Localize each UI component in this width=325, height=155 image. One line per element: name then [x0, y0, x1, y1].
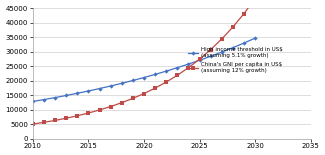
China's GNI per capita in US$
(assuming 12% growth)	[220, 38, 224, 40]
China's GNI per capita in US$
(assuming 12% growth)	[187, 67, 190, 69]
High income threshold in US$
(assuming 5.1% growth)	[231, 47, 235, 49]
High income threshold in US$
(assuming 5.1% growth)	[220, 51, 224, 53]
High income threshold in US$
(assuming 5.1% growth)	[53, 97, 57, 98]
High income threshold in US$
(assuming 5.1% growth)	[187, 63, 190, 65]
China's GNI per capita in US$
(assuming 12% growth)	[86, 112, 90, 114]
High income threshold in US$
(assuming 5.1% growth)	[198, 59, 202, 61]
High income threshold in US$
(assuming 5.1% growth)	[164, 70, 168, 72]
China's GNI per capita in US$
(assuming 12% growth)	[242, 13, 246, 15]
China's GNI per capita in US$
(assuming 12% growth)	[164, 81, 168, 83]
China's GNI per capita in US$
(assuming 12% growth)	[31, 123, 35, 125]
China's GNI per capita in US$
(assuming 12% growth)	[231, 26, 235, 28]
High income threshold in US$
(assuming 5.1% growth)	[120, 82, 124, 84]
High income threshold in US$
(assuming 5.1% growth)	[209, 55, 213, 57]
China's GNI per capita in US$
(assuming 12% growth)	[64, 117, 68, 119]
Line: High income threshold in US$
(assuming 5.1% growth): High income threshold in US$ (assuming 5…	[32, 37, 256, 103]
China's GNI per capita in US$
(assuming 12% growth)	[120, 102, 124, 104]
China's GNI per capita in US$
(assuming 12% growth)	[109, 106, 112, 107]
China's GNI per capita in US$
(assuming 12% growth)	[75, 115, 79, 117]
China's GNI per capita in US$
(assuming 12% growth)	[42, 121, 46, 123]
China's GNI per capita in US$
(assuming 12% growth)	[209, 49, 213, 51]
High income threshold in US$
(assuming 5.1% growth)	[42, 99, 46, 100]
Legend: High income threshold in US$
(assuming 5.1% growth), China's GNI per capita in U: High income threshold in US$ (assuming 5…	[188, 47, 282, 73]
High income threshold in US$
(assuming 5.1% growth)	[31, 101, 35, 102]
China's GNI per capita in US$
(assuming 12% growth)	[53, 120, 57, 121]
High income threshold in US$
(assuming 5.1% growth)	[142, 77, 146, 78]
China's GNI per capita in US$
(assuming 12% growth)	[198, 58, 202, 60]
High income threshold in US$
(assuming 5.1% growth)	[153, 73, 157, 75]
China's GNI per capita in US$
(assuming 12% growth)	[98, 109, 101, 111]
High income threshold in US$
(assuming 5.1% growth)	[253, 37, 257, 39]
China's GNI per capita in US$
(assuming 12% growth)	[131, 97, 135, 99]
High income threshold in US$
(assuming 5.1% growth)	[131, 80, 135, 81]
High income threshold in US$
(assuming 5.1% growth)	[242, 42, 246, 44]
High income threshold in US$
(assuming 5.1% growth)	[75, 92, 79, 94]
High income threshold in US$
(assuming 5.1% growth)	[86, 90, 90, 92]
China's GNI per capita in US$
(assuming 12% growth)	[153, 87, 157, 89]
High income threshold in US$
(assuming 5.1% growth)	[109, 85, 112, 87]
High income threshold in US$
(assuming 5.1% growth)	[98, 88, 101, 89]
High income threshold in US$
(assuming 5.1% growth)	[176, 67, 179, 69]
China's GNI per capita in US$
(assuming 12% growth)	[176, 74, 179, 76]
China's GNI per capita in US$
(assuming 12% growth)	[142, 93, 146, 94]
Line: China's GNI per capita in US$
(assuming 12% growth): China's GNI per capita in US$ (assuming …	[31, 0, 257, 126]
High income threshold in US$
(assuming 5.1% growth)	[64, 95, 68, 96]
